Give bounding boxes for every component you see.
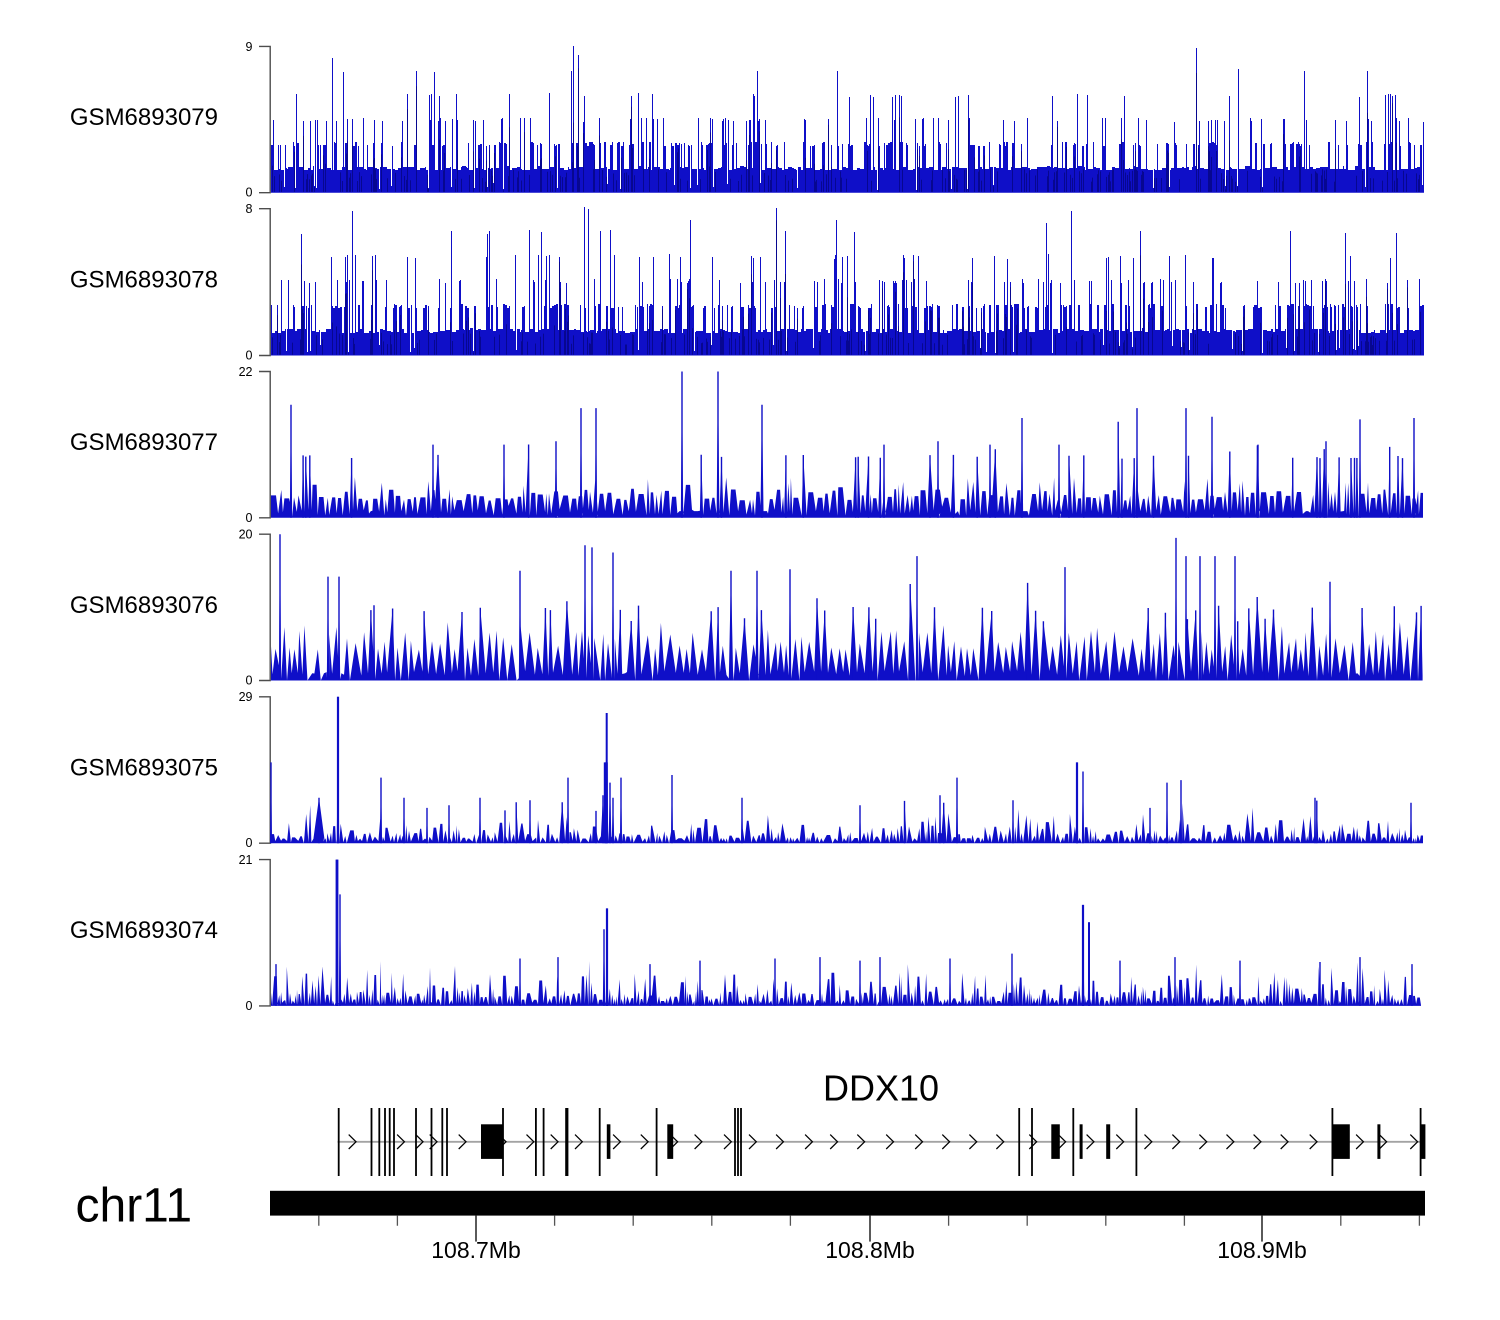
- svg-text:0: 0: [246, 999, 253, 1013]
- svg-text:108.8Mb: 108.8Mb: [825, 1237, 915, 1263]
- svg-text:8: 8: [246, 202, 253, 216]
- svg-text:20: 20: [239, 528, 253, 542]
- svg-text:GSM6893076: GSM6893076: [70, 592, 218, 619]
- svg-text:0: 0: [246, 186, 253, 200]
- svg-text:0: 0: [246, 511, 253, 525]
- svg-text:29: 29: [239, 690, 253, 704]
- svg-text:0: 0: [246, 836, 253, 850]
- svg-text:DDX10: DDX10: [823, 1068, 939, 1109]
- svg-text:108.7Mb: 108.7Mb: [431, 1237, 521, 1263]
- svg-text:GSM6893075: GSM6893075: [70, 754, 218, 781]
- svg-text:108.9Mb: 108.9Mb: [1217, 1237, 1307, 1263]
- svg-text:GSM6893077: GSM6893077: [70, 429, 218, 456]
- svg-text:GSM6893074: GSM6893074: [70, 917, 218, 944]
- svg-text:0: 0: [246, 674, 253, 688]
- svg-text:21: 21: [239, 853, 253, 867]
- svg-text:9: 9: [246, 40, 253, 54]
- svg-text:chr11: chr11: [76, 1180, 193, 1233]
- svg-text:GSM6893078: GSM6893078: [70, 267, 218, 294]
- svg-text:22: 22: [239, 365, 253, 379]
- svg-text:0: 0: [246, 349, 253, 363]
- svg-text:GSM6893079: GSM6893079: [70, 104, 218, 131]
